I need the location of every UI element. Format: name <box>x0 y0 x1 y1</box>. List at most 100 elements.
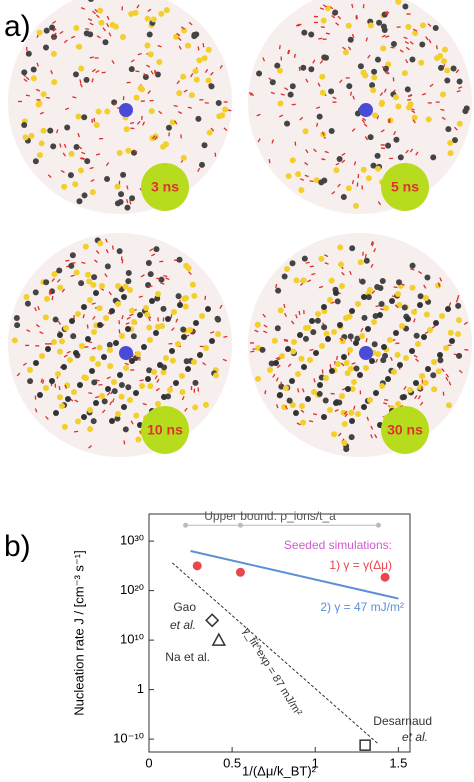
water <box>409 148 414 153</box>
crystal-ion <box>131 319 137 325</box>
crystal-ion <box>161 394 167 400</box>
water <box>321 369 324 374</box>
water <box>437 282 441 287</box>
water <box>383 402 388 405</box>
ion <box>36 152 43 159</box>
ion <box>180 154 187 161</box>
water <box>296 422 301 426</box>
crystal-ion <box>209 338 215 344</box>
water <box>95 70 100 74</box>
crystal-ion <box>361 294 367 300</box>
crystal-ion <box>367 287 373 293</box>
water <box>335 162 340 166</box>
water <box>180 26 185 30</box>
water <box>313 378 316 383</box>
crystal-ion <box>151 369 157 375</box>
water <box>104 273 108 278</box>
ion <box>128 66 135 73</box>
crystal-ion <box>87 407 93 413</box>
annotation: 2) γ = 47 mJ/m² <box>320 600 404 614</box>
ion <box>87 426 94 433</box>
water <box>458 86 463 89</box>
ion <box>114 415 121 422</box>
water <box>197 167 201 172</box>
ion <box>145 260 152 267</box>
ion <box>96 344 103 351</box>
water <box>248 92 253 95</box>
ion <box>61 423 68 430</box>
ion <box>181 27 188 34</box>
ion <box>290 348 297 355</box>
water <box>263 324 268 328</box>
water <box>275 356 280 360</box>
point <box>183 522 189 528</box>
crystal-ion <box>371 319 377 325</box>
crystal-ion <box>349 308 355 314</box>
ion <box>395 103 402 110</box>
crystal-ion <box>105 386 111 392</box>
crystal-ion <box>169 348 175 354</box>
crystal-ion <box>59 403 65 409</box>
water <box>163 274 168 278</box>
water <box>95 250 100 255</box>
crystal-ion <box>357 372 363 378</box>
water <box>147 90 151 95</box>
crystal-ion <box>313 350 319 356</box>
crystal-ion <box>67 357 73 363</box>
ion <box>284 120 291 127</box>
crystal-ion <box>193 320 199 326</box>
ion <box>90 281 97 288</box>
water <box>91 302 96 305</box>
ion <box>367 134 374 141</box>
water <box>340 362 345 367</box>
ion <box>144 42 151 49</box>
water <box>89 166 94 170</box>
water <box>370 425 374 430</box>
ion <box>191 292 198 299</box>
ion <box>365 175 372 182</box>
ion <box>101 398 108 405</box>
ion <box>73 25 80 32</box>
water <box>56 278 61 283</box>
water <box>91 68 96 73</box>
ion <box>379 278 386 285</box>
crystal-ion <box>199 313 205 319</box>
water <box>276 357 282 361</box>
water <box>16 372 21 377</box>
ion <box>130 333 137 340</box>
ion <box>300 277 307 284</box>
water <box>84 346 89 348</box>
water <box>305 149 309 154</box>
ion <box>58 338 65 345</box>
ion <box>72 181 79 188</box>
time-label: 3 ns <box>151 179 179 195</box>
ion <box>447 150 454 157</box>
water <box>335 22 340 26</box>
water <box>95 153 101 156</box>
water <box>301 388 305 393</box>
ion <box>76 198 83 205</box>
crystal-ion <box>415 341 421 347</box>
water <box>441 116 446 120</box>
water <box>142 121 146 126</box>
water <box>80 7 86 10</box>
water <box>373 248 377 253</box>
crystal-ion <box>129 358 135 364</box>
ion <box>51 79 58 86</box>
ion <box>169 357 176 364</box>
ion <box>333 167 340 174</box>
ion <box>404 86 411 93</box>
water <box>363 123 368 127</box>
water <box>165 277 170 281</box>
crystal-ion <box>173 380 179 386</box>
water <box>129 313 134 317</box>
water <box>415 358 419 362</box>
annotation: et al. <box>402 730 428 744</box>
ion <box>419 22 426 29</box>
water <box>313 148 317 153</box>
water <box>136 4 140 9</box>
crystal-ion <box>99 283 105 289</box>
water <box>297 23 302 27</box>
water <box>341 159 346 164</box>
water <box>136 120 141 125</box>
